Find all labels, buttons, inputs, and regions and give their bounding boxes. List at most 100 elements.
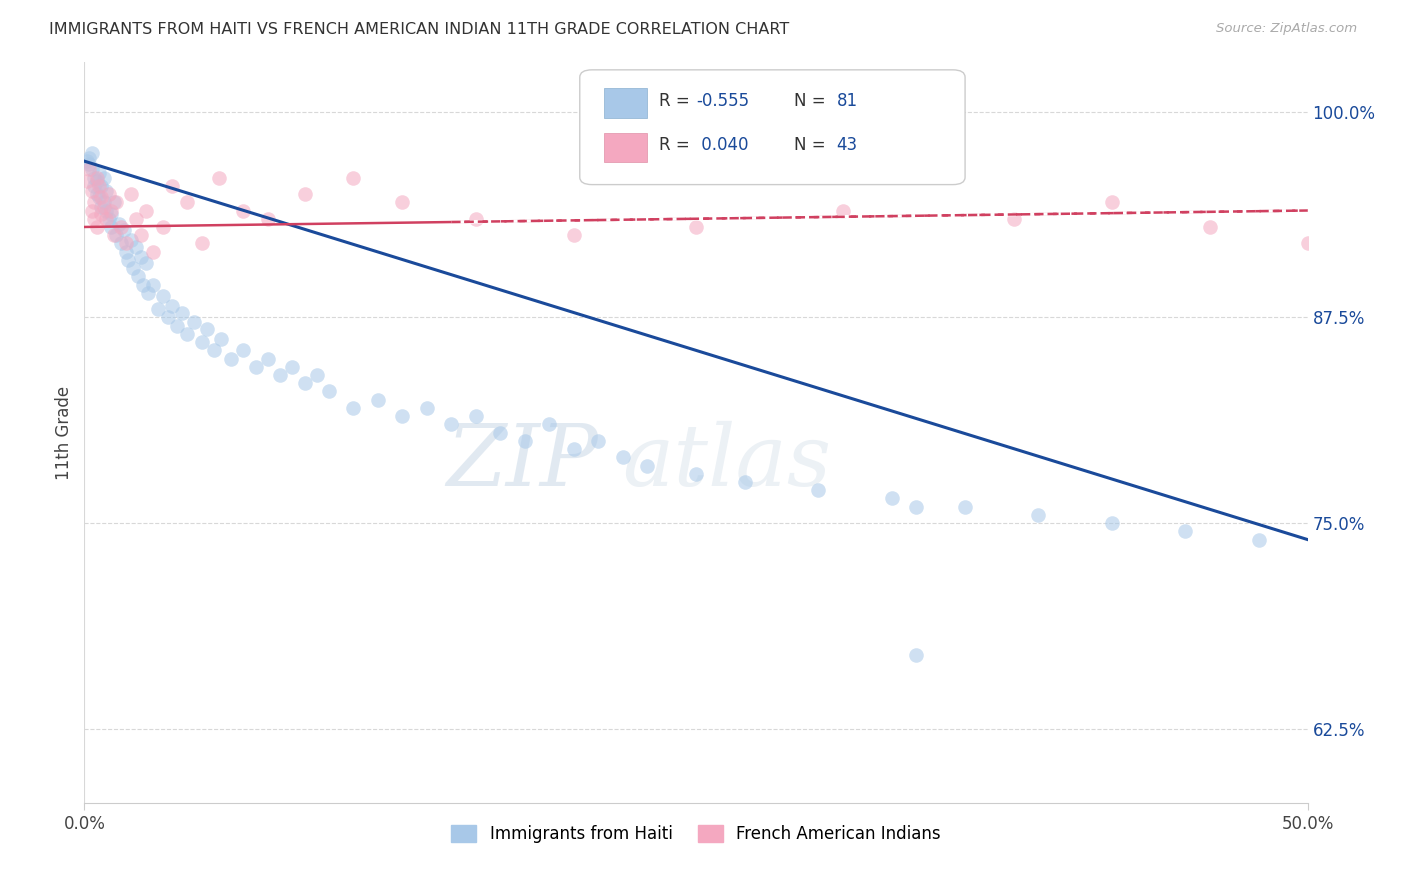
Point [83,211,105,226]
Point [100,203,122,218]
Point [905,500,928,514]
Point [152,219,174,234]
Point [110,219,132,234]
Point [96,184,118,198]
Point [294,187,316,202]
Point [135,256,157,270]
Point [232,343,254,358]
Point [103,228,125,243]
Point [176,195,198,210]
Point [142,244,165,259]
Point [107,217,129,231]
Point [87,190,110,204]
Point [257,351,280,366]
Point [146,302,169,317]
Point [294,376,316,391]
FancyBboxPatch shape [605,133,647,162]
Point [125,240,148,254]
Text: N =: N = [794,136,831,154]
Point [1174,524,1197,539]
Point [342,170,364,185]
Point [391,195,413,210]
Text: Source: ZipAtlas.com: Source: ZipAtlas.com [1216,22,1357,36]
Point [305,368,328,382]
FancyBboxPatch shape [579,70,965,185]
Point [162,299,184,313]
Point [97,187,120,202]
Point [97,211,120,226]
Text: R =: R = [659,136,696,154]
Point [103,195,125,210]
Point [562,442,585,456]
Point [105,195,128,210]
Text: 81: 81 [837,92,858,110]
Point [96,203,118,218]
Point [135,203,157,218]
Point [538,417,561,432]
Point [122,261,145,276]
Text: atlas: atlas [623,421,832,504]
Point [77,151,100,165]
Point [831,203,853,218]
Point [513,434,536,448]
Point [1101,195,1123,210]
FancyBboxPatch shape [605,88,647,118]
Point [80,203,103,218]
Point [120,187,142,202]
Point [245,359,267,374]
Point [183,315,205,329]
Point [440,417,463,432]
Text: R =: R = [659,92,696,110]
Point [1247,533,1270,547]
Point [219,351,242,366]
Point [416,401,439,415]
Point [127,269,149,284]
Point [489,425,512,440]
Text: IMMIGRANTS FROM HAITI VS FRENCH AMERICAN INDIAN 11TH GRADE CORRELATION CHART: IMMIGRANTS FROM HAITI VS FRENCH AMERICAN… [49,22,789,37]
Point [115,244,138,259]
Point [342,401,364,415]
Point [880,491,903,506]
Point [93,195,115,210]
Point [367,392,389,407]
Point [93,170,115,185]
Point [100,219,122,234]
Point [257,211,280,226]
Point [685,219,707,234]
Point [86,187,108,202]
Point [562,228,585,243]
Point [807,483,830,498]
Point [191,335,214,350]
Point [232,203,254,218]
Text: 0.040: 0.040 [696,136,748,154]
Point [1028,508,1050,522]
Point [96,211,118,226]
Y-axis label: 11th Grade: 11th Grade [55,385,73,480]
Point [905,648,928,662]
Point [80,162,103,177]
Point [90,190,112,204]
Point [464,211,486,226]
Point [112,223,135,237]
Point [142,277,165,292]
Point [86,219,108,234]
Point [636,458,658,473]
Point [77,157,100,171]
Point [87,178,110,193]
Point [202,343,225,358]
Point [208,170,231,185]
Point [125,211,148,226]
Point [1101,516,1123,530]
Point [953,500,976,514]
Point [162,178,184,193]
Point [90,178,112,193]
Point [586,434,609,448]
Point [464,409,486,424]
Text: -0.555: -0.555 [696,92,749,110]
Point [86,174,108,188]
Point [132,277,155,292]
Text: 43: 43 [837,136,858,154]
Point [80,184,103,198]
Point [269,368,291,382]
Point [191,236,214,251]
